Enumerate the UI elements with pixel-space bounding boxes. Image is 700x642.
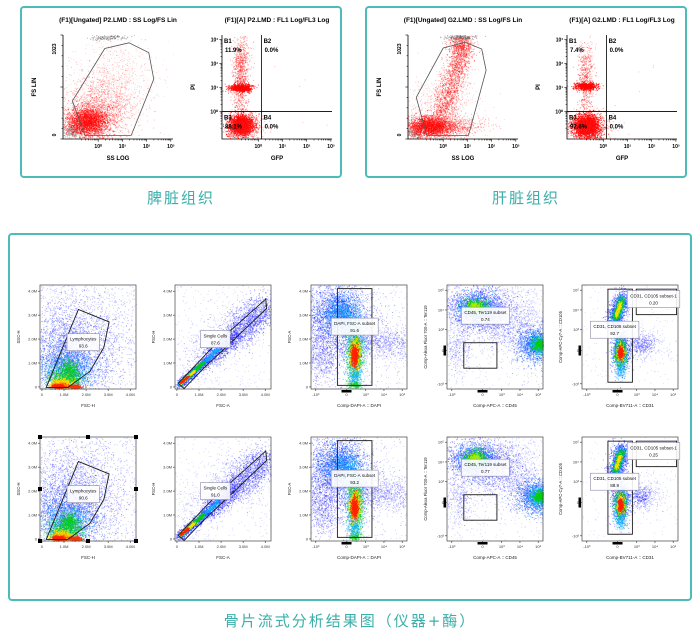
tissue-panels-row: 脾脏组织 肝脏组织 [20, 6, 687, 208]
bone-r2-cd31-cd105-plot [554, 429, 689, 569]
bone-r1-dapi-plot [282, 277, 417, 417]
bone-r2-lymphocytes-plot [11, 429, 146, 569]
bone-row-2 [10, 429, 690, 569]
spleen-scatter-plot [23, 9, 182, 175]
spleen-quadrant-plot [182, 9, 341, 175]
bone-r1-lymphocytes-plot [11, 277, 146, 417]
liver-scatter-plot [368, 9, 527, 175]
bone-r2-cd45-ter119-plot [418, 429, 553, 569]
spleen-block: 脾脏组织 [20, 6, 342, 208]
bone-r2-dapi-plot [282, 429, 417, 569]
bone-r1-cd31-cd105-plot [554, 277, 689, 417]
bone-row-1 [10, 277, 690, 417]
spleen-caption: 脾脏组织 [146, 189, 215, 207]
bone-r2-single-cells-plot [147, 429, 282, 569]
liver-block: 肝脏组织 [365, 6, 687, 208]
liver-quadrant-plot [527, 9, 686, 175]
bone-r1-single-cells-plot [147, 277, 282, 417]
bone-r1-cd45-ter119-plot [418, 277, 553, 417]
bone-block: 骨片流式分析结果图（仪器+酶） [8, 233, 692, 631]
liver-caption: 肝脏组织 [491, 189, 560, 207]
bone-caption: 骨片流式分析结果图（仪器+酶） [223, 612, 477, 630]
bone-panel [8, 233, 692, 601]
liver-panel [365, 6, 687, 178]
spleen-panel [20, 6, 342, 178]
